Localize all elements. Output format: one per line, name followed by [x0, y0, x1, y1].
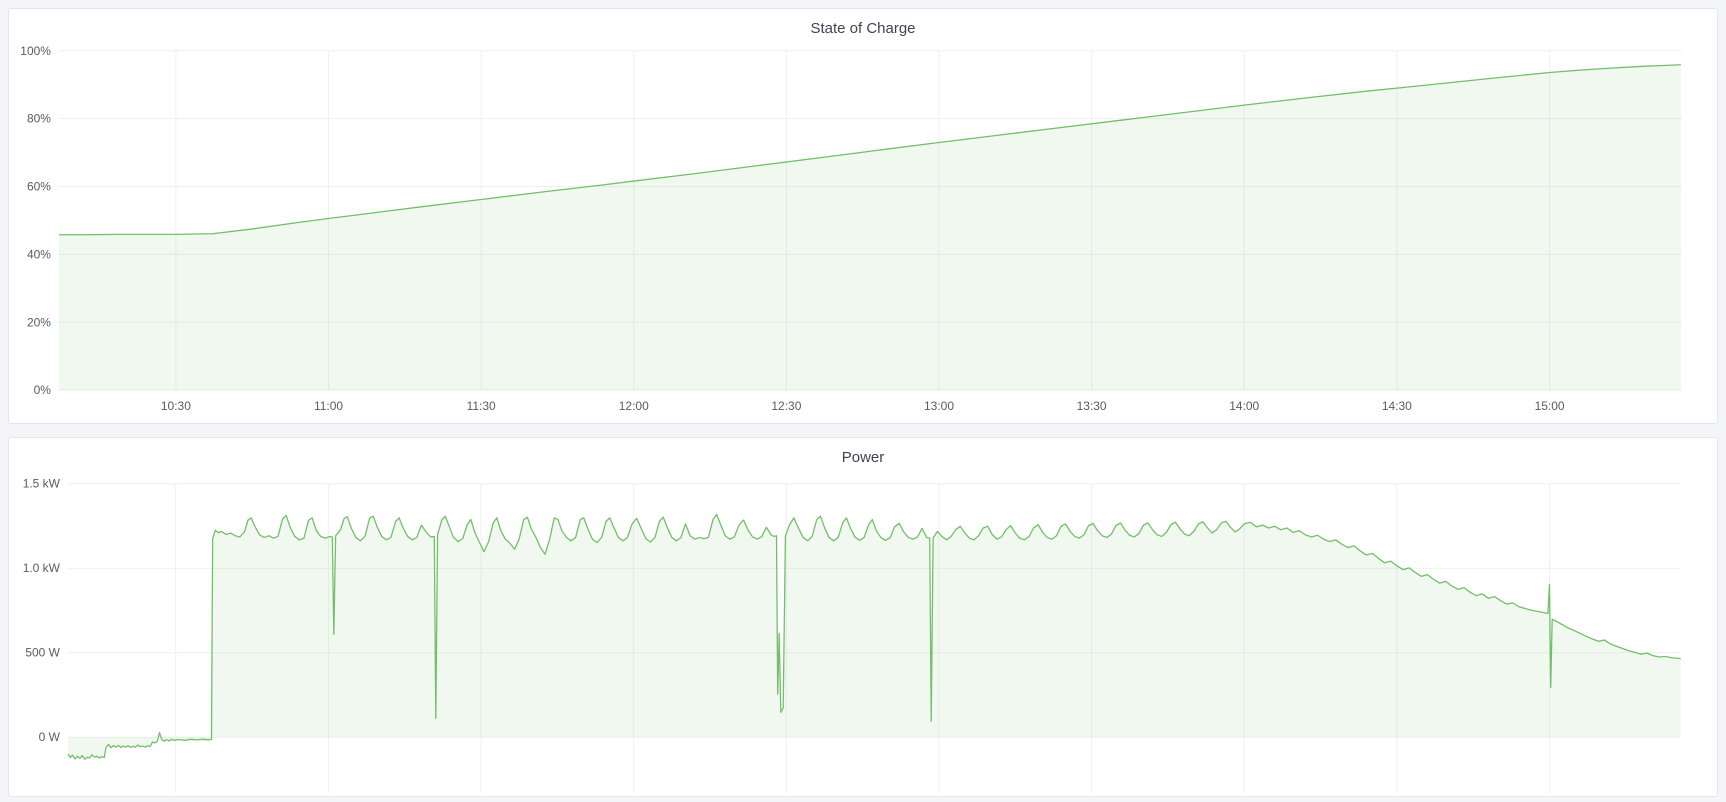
power-chart[interactable]: 0 W 500 W 1.0 kW 1.5 kW: [9, 438, 1717, 796]
y-axis-tick-label: 500 W: [25, 646, 60, 660]
panel-title-state-of-charge: State of Charge: [810, 20, 916, 37]
series-area-fill: [67, 514, 1681, 760]
y-axis-tick-label: 100%: [20, 44, 51, 58]
x-axis-tick-label: 13:30: [1077, 399, 1107, 413]
y-axis-tick-label: 20%: [27, 315, 51, 329]
x-axis-tick-label: 14:00: [1229, 399, 1259, 413]
state-of-charge-chart[interactable]: 0% 20% 40% 60% 80% 100% 10:30 11:00 11:30 12:00 12…: [9, 9, 1717, 423]
x-axis-tick-label: 13:00: [924, 399, 954, 413]
y-axis-tick-label: 0%: [34, 383, 52, 397]
panel-title-power: Power: [841, 449, 885, 466]
y-axis-tick-label: 0 W: [39, 730, 61, 744]
y-axis-tick-label: 60%: [27, 180, 51, 194]
panel-power: Power 0 W 500 W 1.0 kW 1.5 kW: [8, 437, 1718, 797]
x-axis-tick-label: 12:30: [771, 399, 801, 413]
series-area-fill: [58, 64, 1681, 391]
series-line: [58, 64, 1681, 236]
series-line: [67, 513, 1681, 760]
y-axis-tick-label: 40%: [27, 247, 51, 261]
x-axis-tick-label: 14:30: [1382, 399, 1412, 413]
x-axis-tick-label: 10:30: [161, 399, 191, 413]
x-axis-tick-label: 12:00: [619, 399, 649, 413]
y-axis-tick-label: 1.0 kW: [23, 561, 61, 575]
y-axis-tick-label: 80%: [27, 112, 51, 126]
x-axis-tick-label: 11:00: [314, 399, 343, 413]
panel-state-of-charge: State of Charge 0% 20% 40% 60% 80% 100% 10:30 1…: [8, 8, 1718, 424]
x-axis-tick-label: 15:00: [1535, 399, 1565, 413]
x-axis-tick-label: 11:30: [467, 399, 496, 413]
y-axis-tick-label: 1.5 kW: [23, 477, 61, 491]
